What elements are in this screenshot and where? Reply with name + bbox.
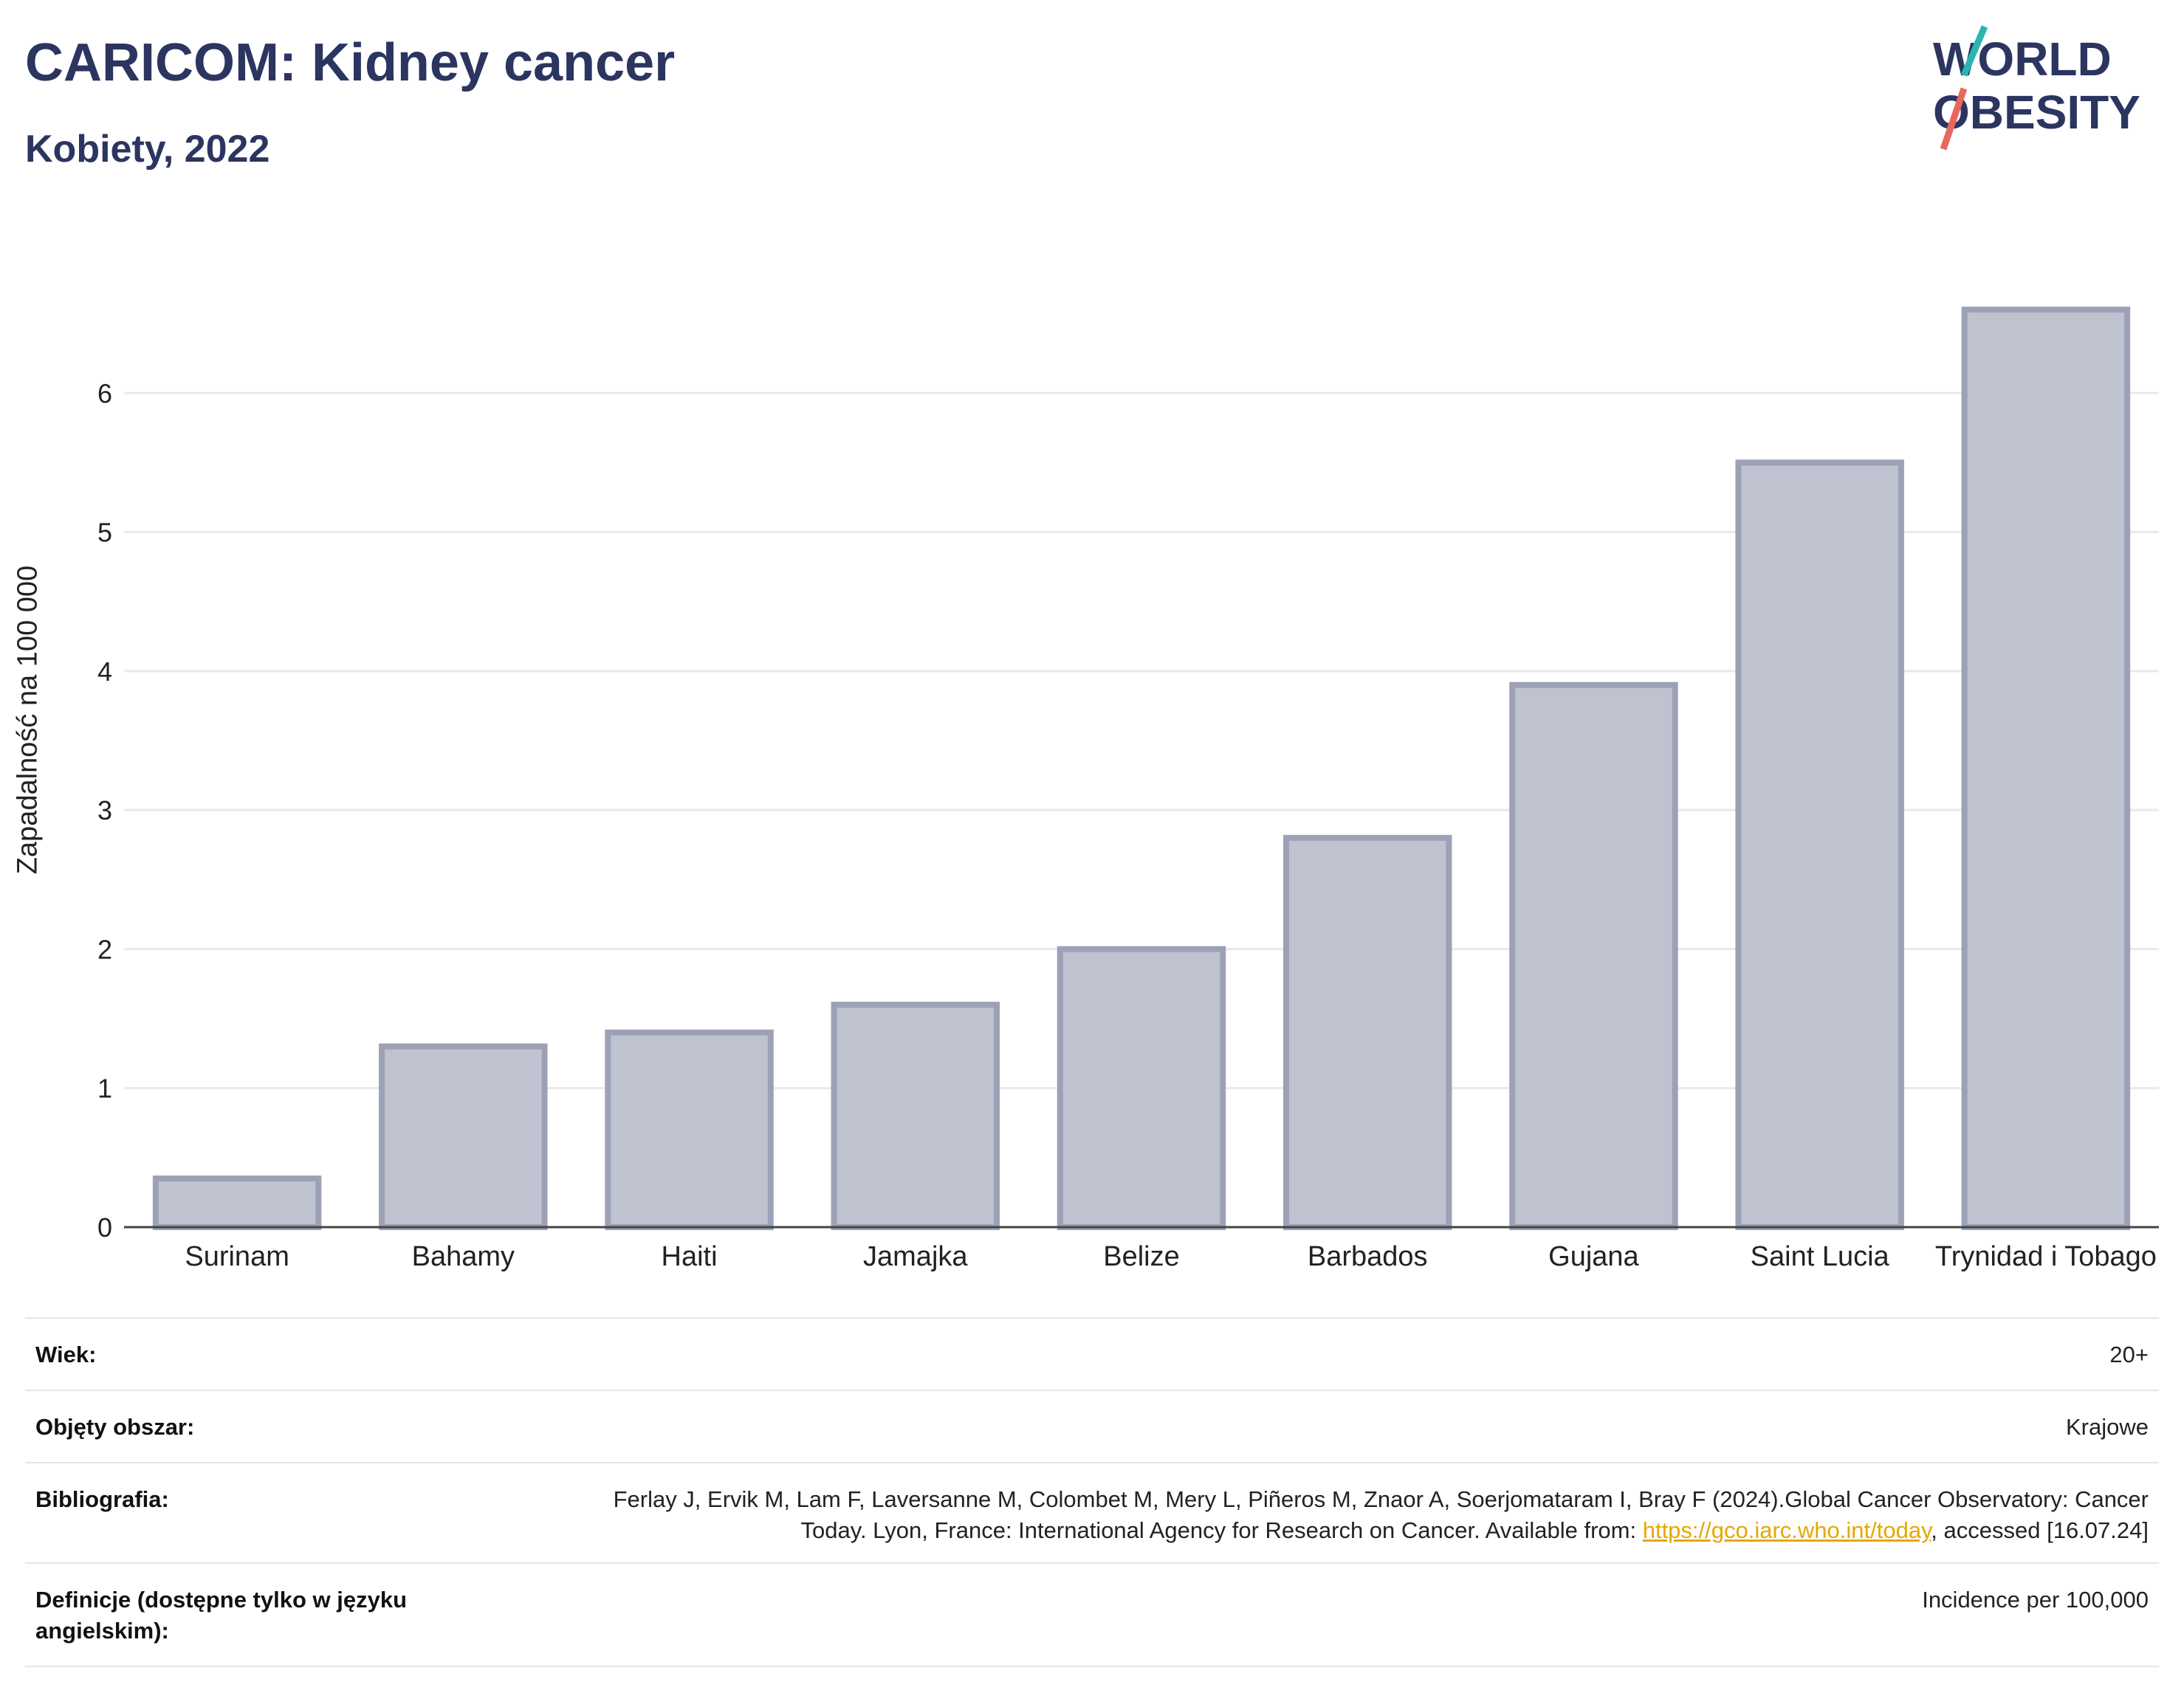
- x-tick-label: Haiti: [662, 1241, 718, 1272]
- logo-red-stroke: [1940, 87, 1968, 151]
- bar: [1282, 834, 1452, 1231]
- x-tick-label: Saint Lucia: [1751, 1241, 1890, 1272]
- meta-area-label: Objęty obszar:: [35, 1414, 195, 1440]
- chart-bars: [152, 306, 2131, 1231]
- y-tick-label: 2: [97, 934, 112, 964]
- y-tick-label: 4: [97, 656, 112, 687]
- metadata-table: Wiek: 20+ Objęty obszar: Krajowe Bibliog…: [25, 1317, 2159, 1667]
- x-tick-label: Bahamy: [412, 1241, 515, 1272]
- x-tick-label: Barbados: [1308, 1241, 1428, 1272]
- world-obesity-logo: WORLD OBESITY: [1933, 25, 2140, 151]
- x-tick-label: Surinam: [185, 1241, 289, 1272]
- page-subtitle: Kobiety, 2022: [25, 128, 270, 171]
- logo-teal-stroke: [1960, 25, 1988, 77]
- y-tick-label: 3: [97, 795, 112, 825]
- logo-line1: WORLD: [1933, 32, 2112, 86]
- meta-row-bibliography: Bibliografia: Ferlay J, Ervik M, Lam F, …: [25, 1463, 2159, 1564]
- meta-row-age: Wiek: 20+: [25, 1319, 2159, 1391]
- meta-row-definitions: Definicje (dostępne tylko w języku angie…: [25, 1564, 2159, 1667]
- x-tick-labels: Surinam Bahamy Haiti Jamajka Belize Barbados G…: [185, 1241, 2157, 1272]
- bar: [831, 1001, 1000, 1230]
- bar: [1961, 306, 2131, 1230]
- y-tick-label: 6: [97, 378, 112, 408]
- page-title: CARICOM: Kidney cancer: [25, 33, 676, 92]
- y-axis-label: Zapadalność na 100 000: [12, 565, 44, 875]
- meta-age-label: Wiek:: [35, 1342, 97, 1367]
- bar: [1735, 459, 1904, 1230]
- meta-defs-value: Incidence per 100,000: [1922, 1587, 2149, 1613]
- y-tick-label: 5: [97, 518, 112, 548]
- x-tick-label: Jamajka: [863, 1241, 968, 1272]
- x-tick-label: Gujana: [1548, 1241, 1639, 1272]
- bar: [1509, 682, 1678, 1230]
- meta-defs-label: Definicje (dostępne tylko w języku angie…: [35, 1587, 408, 1644]
- logo-line2: OBESITY: [1933, 86, 2140, 139]
- y-tick-labels: 0 1 2 3 4 5 6: [97, 378, 112, 1243]
- meta-area-value: Krajowe: [2066, 1414, 2149, 1440]
- bar-chart: 0 1 2 3 4 5 6 Surinam Bahamy Haiti Jamajka Belize B…: [97, 306, 2159, 1272]
- y-tick-label: 1: [97, 1074, 112, 1104]
- meta-biblio-label: Bibliografia:: [35, 1486, 169, 1512]
- meta-biblio-value: Ferlay J, Ervik M, Lam F, Laversanne M, …: [613, 1484, 2149, 1546]
- meta-row-area: Objęty obszar: Krajowe: [25, 1391, 2159, 1463]
- meta-age-value: 20+: [2109, 1342, 2149, 1367]
- biblio-text-1: Ferlay J, Ervik M, Lam F, Laversanne M, …: [613, 1486, 2149, 1543]
- x-tick-label: Belize: [1103, 1241, 1180, 1272]
- biblio-link[interactable]: https://gco.iarc.who.int/today: [1642, 1517, 1931, 1543]
- biblio-text-2: , accessed [16.07.24]: [1931, 1517, 2149, 1543]
- x-tick-label: Trynidad i Tobago: [1935, 1241, 2157, 1272]
- y-tick-label: 0: [97, 1212, 112, 1243]
- bar: [152, 1175, 322, 1230]
- bar: [605, 1029, 774, 1231]
- bar: [379, 1043, 548, 1230]
- bar: [1057, 946, 1226, 1231]
